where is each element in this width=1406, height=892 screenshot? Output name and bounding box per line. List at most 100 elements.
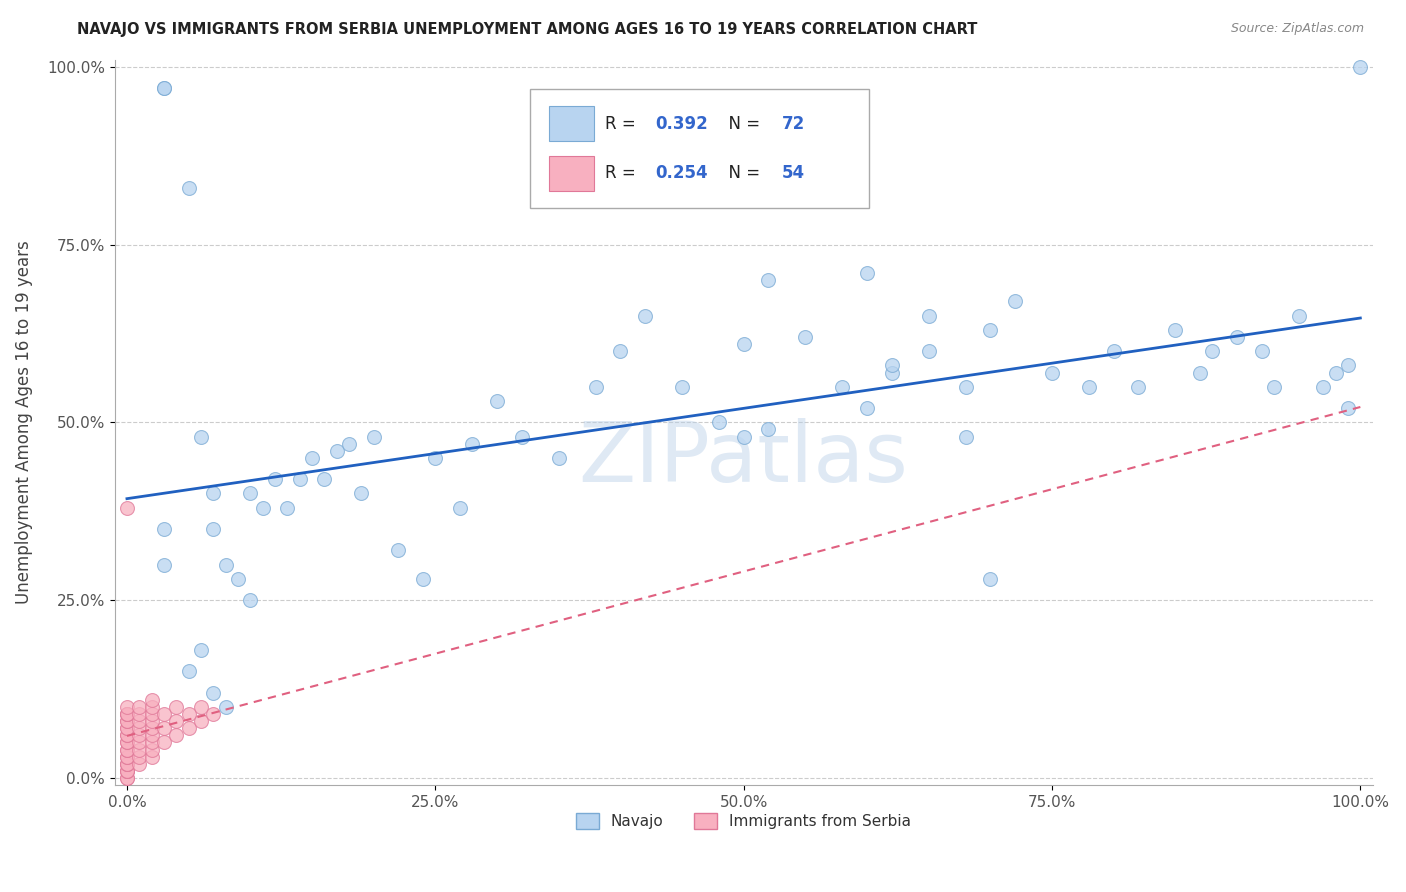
Point bbox=[856, 401, 879, 416]
Text: Source: ZipAtlas.com: Source: ZipAtlas.com bbox=[1230, 22, 1364, 36]
Text: N =: N = bbox=[718, 164, 766, 182]
Point bbox=[153, 81, 176, 95]
Point bbox=[128, 728, 150, 742]
Point bbox=[917, 344, 939, 359]
Point bbox=[115, 742, 138, 756]
Point bbox=[634, 309, 657, 323]
Point bbox=[239, 486, 262, 500]
Point bbox=[115, 500, 138, 515]
Point bbox=[288, 472, 311, 486]
Point bbox=[128, 742, 150, 756]
Point bbox=[115, 771, 138, 785]
Point bbox=[1337, 359, 1360, 373]
Text: N =: N = bbox=[718, 115, 766, 133]
Point bbox=[115, 749, 138, 764]
Point bbox=[115, 699, 138, 714]
Point bbox=[128, 714, 150, 728]
Point bbox=[1350, 60, 1372, 74]
Point bbox=[128, 699, 150, 714]
Point bbox=[880, 359, 903, 373]
Point bbox=[1312, 380, 1334, 394]
Point bbox=[1337, 401, 1360, 416]
Point bbox=[276, 500, 298, 515]
Point bbox=[141, 728, 163, 742]
Point bbox=[214, 699, 236, 714]
Point bbox=[190, 429, 212, 443]
Point bbox=[917, 309, 939, 323]
Text: NAVAJO VS IMMIGRANTS FROM SERBIA UNEMPLOYMENT AMONG AGES 16 TO 19 YEARS CORRELAT: NAVAJO VS IMMIGRANTS FROM SERBIA UNEMPLO… bbox=[77, 22, 977, 37]
Point bbox=[141, 721, 163, 735]
Point bbox=[115, 756, 138, 771]
Point bbox=[115, 735, 138, 749]
Point bbox=[856, 266, 879, 280]
Point bbox=[955, 380, 977, 394]
FancyBboxPatch shape bbox=[548, 156, 593, 191]
Point bbox=[153, 558, 176, 572]
Point bbox=[585, 380, 607, 394]
Point bbox=[979, 572, 1001, 586]
Text: 54: 54 bbox=[782, 164, 804, 182]
Point bbox=[239, 593, 262, 607]
Point bbox=[141, 735, 163, 749]
Point bbox=[1128, 380, 1150, 394]
Point bbox=[177, 665, 200, 679]
Point bbox=[1102, 344, 1125, 359]
Point bbox=[115, 756, 138, 771]
Point bbox=[350, 486, 373, 500]
Point bbox=[485, 394, 508, 409]
Point bbox=[115, 706, 138, 721]
Text: R =: R = bbox=[605, 164, 641, 182]
Point bbox=[214, 558, 236, 572]
Point bbox=[165, 728, 187, 742]
Point bbox=[337, 436, 360, 450]
Point bbox=[128, 721, 150, 735]
Point bbox=[177, 706, 200, 721]
Point bbox=[1263, 380, 1285, 394]
Point bbox=[115, 749, 138, 764]
Point bbox=[671, 380, 693, 394]
Point bbox=[756, 273, 779, 287]
Point bbox=[1201, 344, 1223, 359]
Point bbox=[425, 450, 447, 465]
Y-axis label: Unemployment Among Ages 16 to 19 years: Unemployment Among Ages 16 to 19 years bbox=[15, 241, 32, 604]
Point bbox=[128, 749, 150, 764]
Point bbox=[115, 771, 138, 785]
Point bbox=[955, 429, 977, 443]
Point bbox=[1040, 366, 1063, 380]
Point bbox=[831, 380, 853, 394]
Point bbox=[1226, 330, 1249, 344]
Point bbox=[115, 764, 138, 778]
Point bbox=[547, 450, 569, 465]
Legend: Navajo, Immigrants from Serbia: Navajo, Immigrants from Serbia bbox=[569, 807, 918, 836]
Point bbox=[1250, 344, 1272, 359]
Point bbox=[226, 572, 249, 586]
FancyBboxPatch shape bbox=[548, 106, 593, 141]
Point bbox=[128, 735, 150, 749]
Point bbox=[1164, 323, 1187, 337]
Point bbox=[314, 472, 336, 486]
Point bbox=[165, 714, 187, 728]
Point bbox=[252, 500, 274, 515]
Point bbox=[325, 443, 347, 458]
Text: R =: R = bbox=[605, 115, 641, 133]
Point bbox=[733, 337, 755, 351]
Point bbox=[1324, 366, 1347, 380]
Point bbox=[128, 706, 150, 721]
Point bbox=[1004, 294, 1026, 309]
Point bbox=[115, 728, 138, 742]
Point bbox=[190, 714, 212, 728]
Point bbox=[880, 366, 903, 380]
Point bbox=[756, 422, 779, 436]
Point bbox=[141, 714, 163, 728]
Point bbox=[115, 706, 138, 721]
Point bbox=[153, 522, 176, 536]
Point bbox=[387, 543, 409, 558]
Point bbox=[115, 742, 138, 756]
Point bbox=[1078, 380, 1101, 394]
Point bbox=[115, 756, 138, 771]
Point bbox=[115, 706, 138, 721]
Point bbox=[115, 764, 138, 778]
Point bbox=[115, 764, 138, 778]
Point bbox=[115, 735, 138, 749]
Point bbox=[461, 436, 484, 450]
